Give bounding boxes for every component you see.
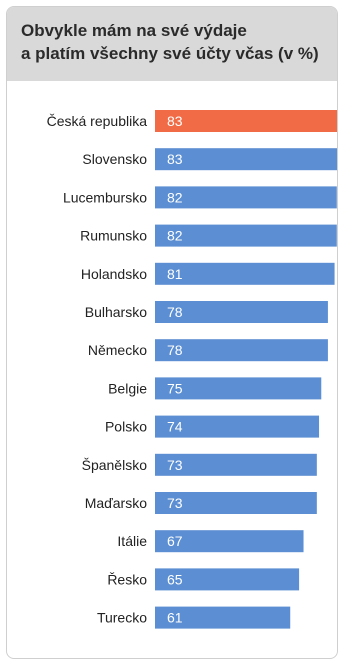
value-label: 81 bbox=[167, 266, 183, 282]
value-label: 74 bbox=[167, 419, 183, 435]
value-label: 83 bbox=[167, 151, 183, 167]
value-label: 67 bbox=[167, 533, 183, 549]
bar-row: Turecko 61 bbox=[97, 606, 291, 629]
bar bbox=[155, 339, 328, 362]
bar bbox=[155, 606, 291, 629]
value-label: 78 bbox=[167, 304, 183, 320]
bar-row: Slovensko 83 bbox=[82, 148, 337, 171]
value-label: 73 bbox=[167, 457, 183, 473]
bar-row: Polsko 74 bbox=[105, 415, 320, 438]
bar bbox=[155, 377, 322, 400]
chart-card: Obvykle mám na své výdaje a platím všech… bbox=[6, 6, 338, 659]
bar-row: Maďarsko 73 bbox=[85, 492, 317, 514]
category-label: Lucembursko bbox=[63, 189, 147, 205]
bar-row: Řesko 65 bbox=[107, 568, 300, 591]
bar bbox=[155, 453, 317, 476]
bar bbox=[155, 568, 300, 591]
bar bbox=[155, 110, 337, 132]
category-label: Španělsko bbox=[82, 457, 148, 473]
bar-chart: Česká republika 83 Slovensko 83 Lucembursko 8… bbox=[47, 110, 337, 629]
bar bbox=[155, 186, 337, 209]
bar-row: Itálie 67 bbox=[117, 530, 304, 553]
bar-row: Rumunsko 82 bbox=[80, 224, 337, 247]
category-label: Turecko bbox=[97, 610, 147, 626]
value-label: 73 bbox=[167, 495, 183, 511]
value-label: 82 bbox=[167, 228, 183, 244]
category-label: Itálie bbox=[117, 533, 147, 549]
value-label: 61 bbox=[167, 610, 183, 626]
bar bbox=[155, 262, 335, 285]
bar bbox=[155, 492, 317, 514]
chart-header: Obvykle mám na své výdaje a platím všech… bbox=[7, 7, 337, 81]
category-label: Slovensko bbox=[82, 151, 147, 167]
bar bbox=[155, 301, 328, 323]
chart-title: Obvykle mám na své výdaje a platím všech… bbox=[21, 21, 319, 63]
bar-row: Německo 78 bbox=[88, 339, 328, 362]
value-label: 82 bbox=[167, 189, 183, 205]
category-label: Polsko bbox=[105, 419, 147, 435]
bar-row: Lucembursko 82 bbox=[63, 186, 337, 209]
bar-row: Belgie 75 bbox=[108, 377, 322, 400]
value-label: 75 bbox=[167, 380, 183, 396]
bar-row: Česká republika 83 bbox=[47, 110, 337, 132]
bar-row: Holandsko 81 bbox=[81, 262, 335, 285]
bar bbox=[155, 415, 320, 438]
category-label: Německo bbox=[88, 342, 147, 358]
category-label: Rumunsko bbox=[80, 228, 147, 244]
value-label: 78 bbox=[167, 342, 183, 358]
value-label: 83 bbox=[167, 113, 183, 129]
category-label: Maďarsko bbox=[85, 495, 148, 511]
category-label: Belgie bbox=[108, 380, 147, 396]
bar-row: Bulharsko 78 bbox=[85, 301, 328, 323]
category-label: Řesko bbox=[107, 571, 147, 587]
bar bbox=[155, 148, 337, 171]
bar bbox=[155, 530, 304, 553]
category-label: Holandsko bbox=[81, 266, 147, 282]
bar-row: Španělsko 73 bbox=[82, 453, 317, 476]
category-label: Bulharsko bbox=[85, 304, 147, 320]
bar bbox=[155, 224, 337, 247]
category-label: Česká republika bbox=[47, 113, 148, 129]
value-label: 65 bbox=[167, 571, 183, 587]
